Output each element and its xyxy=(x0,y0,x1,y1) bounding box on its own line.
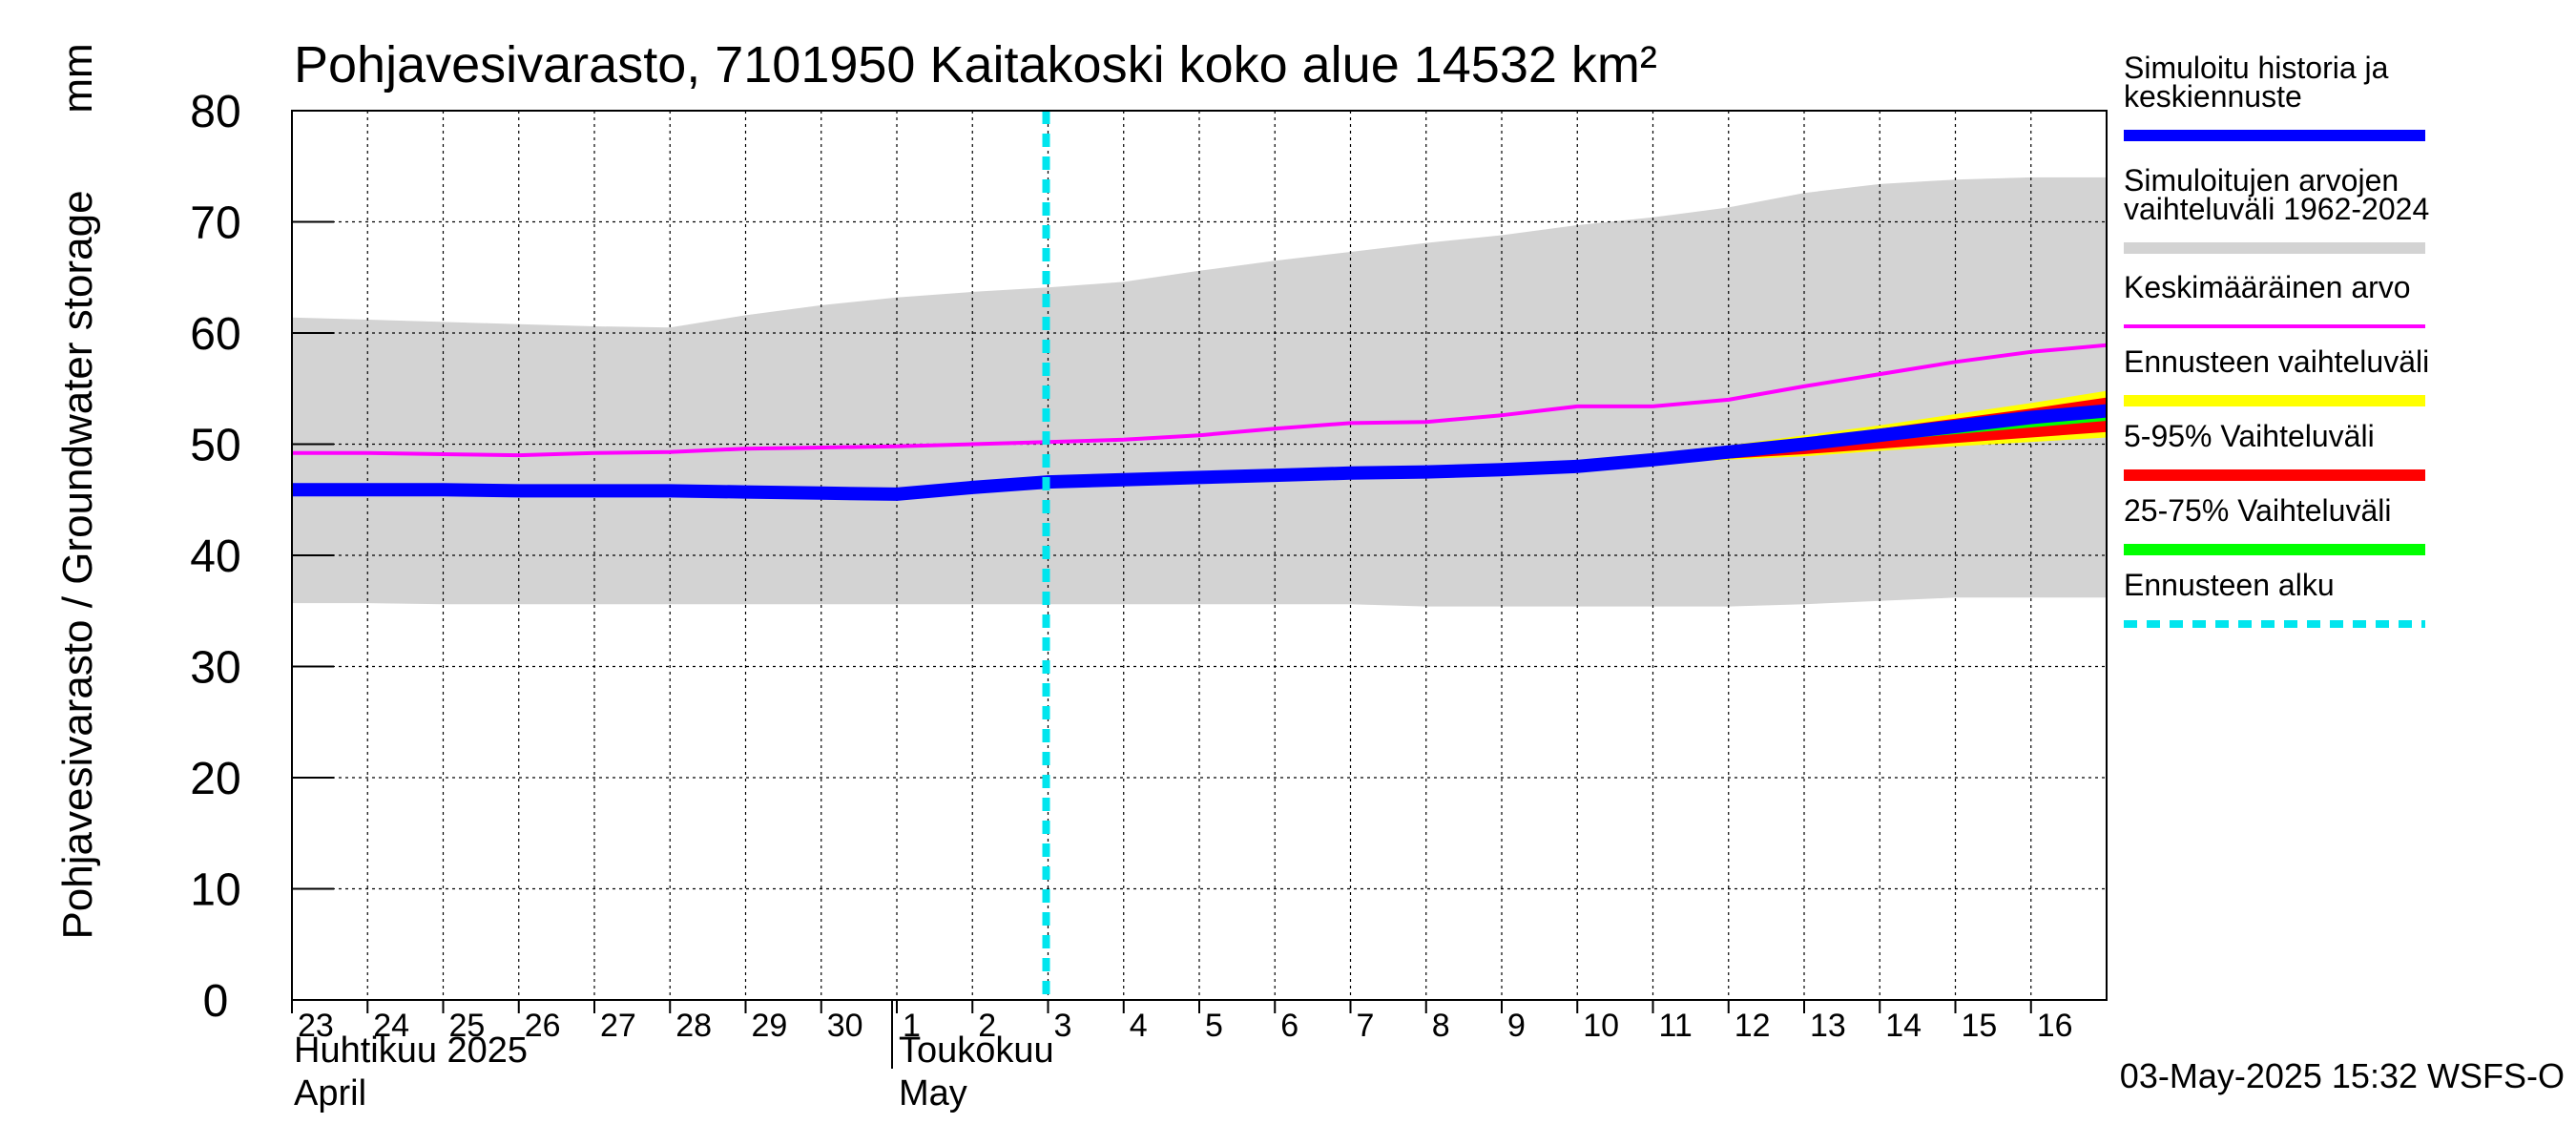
legend-label: keskiennuste xyxy=(2124,79,2302,114)
x-tick-label: 5 xyxy=(1205,1008,1223,1044)
month-label: Huhtikuu 2025 xyxy=(294,1030,528,1071)
x-tick-label: 7 xyxy=(1357,1008,1375,1044)
x-tick-label: 6 xyxy=(1280,1008,1298,1044)
y-tick-label: 10 xyxy=(190,865,240,916)
x-tick-label: 2 xyxy=(978,1008,996,1044)
simulated-median-line xyxy=(292,404,2107,501)
y-tick-label: 40 xyxy=(190,531,240,582)
legend-label: Ennusteen vaihteluväli xyxy=(2124,344,2429,379)
x-tick-label: 26 xyxy=(525,1008,561,1044)
plot-content xyxy=(292,111,2107,1000)
y-axis-label: Pohjavesivarasto / Groundwater storage xyxy=(54,190,101,939)
x-tick-label: 14 xyxy=(1885,1008,1922,1044)
timestamp-footer: 03-May-2025 15:32 WSFS-O xyxy=(2120,1056,2565,1095)
x-tick-label: 8 xyxy=(1432,1008,1450,1044)
legend-label: Keskimääräinen arvo xyxy=(2124,270,2411,304)
y-tick-label: 0 xyxy=(203,976,229,1027)
y-tick-label: 50 xyxy=(190,421,240,471)
x-tick-label: 23 xyxy=(298,1008,334,1044)
legend-label: Ennusteen alku xyxy=(2124,568,2335,602)
y-tick-label: 80 xyxy=(190,87,240,137)
x-tick-label: 24 xyxy=(373,1008,409,1044)
legend-label: 5-95% Vaihteluväli xyxy=(2124,419,2375,453)
mean-value-line xyxy=(292,343,2107,458)
legend-label: vaihteluväli 1962-2024 xyxy=(2124,192,2429,226)
x-tick-label: 15 xyxy=(1962,1008,1998,1044)
y-tick-label: 20 xyxy=(190,754,240,804)
x-tick-label: 1 xyxy=(903,1008,921,1044)
x-tick-label: 9 xyxy=(1507,1008,1526,1044)
x-tick-label: 25 xyxy=(449,1008,486,1044)
chart-title: Pohjavesivarasto, 7101950 Kaitakoski kok… xyxy=(294,36,1657,94)
x-tick-label: 16 xyxy=(2037,1008,2073,1044)
x-tick-label: 12 xyxy=(1735,1008,1771,1044)
x-tick-label: 13 xyxy=(1810,1008,1846,1044)
x-tick-label: 3 xyxy=(1054,1008,1072,1044)
legend-label: 25-75% Vaihteluväli xyxy=(2124,493,2391,528)
x-tick-label: 27 xyxy=(600,1008,636,1044)
x-tick-label: 29 xyxy=(752,1008,788,1044)
y-axis-unit: mm xyxy=(54,43,101,113)
y-tick-label: 70 xyxy=(190,198,240,249)
y-tick-label: 30 xyxy=(190,643,240,694)
x-tick-label: 30 xyxy=(827,1008,863,1044)
x-tick-label: 10 xyxy=(1583,1008,1619,1044)
y-tick-label: 60 xyxy=(190,309,240,360)
plot-area xyxy=(292,111,2107,1000)
month-label-en: April xyxy=(294,1073,366,1114)
x-tick-label: 4 xyxy=(1130,1008,1148,1044)
forecast-band-2 xyxy=(1502,397,2107,470)
x-tick-label: 28 xyxy=(675,1008,712,1044)
month-label-en: May xyxy=(899,1073,967,1114)
legend-label: Simuloitu historia ja xyxy=(2124,51,2389,85)
x-tick-label: 11 xyxy=(1659,1008,1693,1044)
month-label: Toukokuu xyxy=(899,1030,1054,1071)
legend-label: Simuloitujen arvojen xyxy=(2124,163,2399,198)
